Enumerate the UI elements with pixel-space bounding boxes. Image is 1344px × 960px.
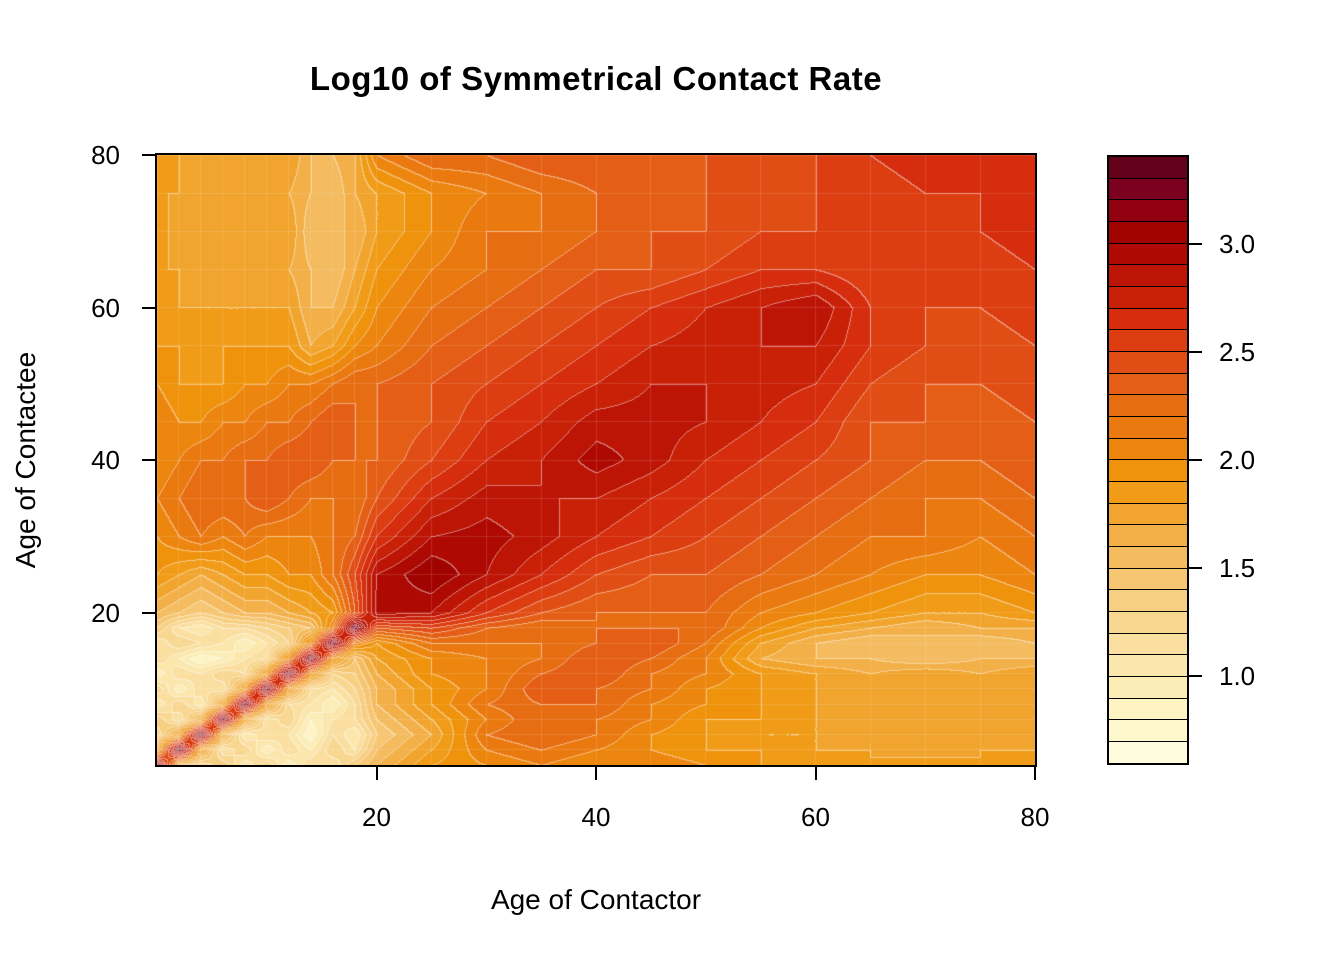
- x-axis-tick-label: 40: [581, 802, 611, 832]
- y-axis-tick-label: 20: [91, 597, 120, 628]
- contour-plot-canvas: [157, 155, 1035, 765]
- legend-color-cell: [1109, 741, 1187, 763]
- color-legend: [1107, 155, 1189, 765]
- legend-color-cell: [1109, 459, 1187, 482]
- plot-box-border: [155, 153, 1037, 767]
- legend-color-cell: [1109, 372, 1187, 395]
- legend-tick-mark: [1187, 567, 1202, 570]
- y-axis-tick-mark: [142, 611, 155, 614]
- x-axis-tick-mark: [814, 767, 817, 780]
- legend-color-cell: [1109, 654, 1187, 677]
- legend-color-cell: [1109, 177, 1187, 200]
- legend-color-cell: [1109, 157, 1187, 178]
- legend-color-cell: [1109, 286, 1187, 308]
- x-axis-label: Age of Contactor: [490, 884, 702, 915]
- legend-color-cell: [1109, 221, 1187, 243]
- legend-tick-mark: [1187, 242, 1202, 245]
- legend-color-cell: [1109, 307, 1187, 330]
- x-axis-tick-mark: [1034, 767, 1036, 780]
- legend-tick-label: 3.0: [1219, 228, 1256, 259]
- legend-tick-label: 1.5: [1219, 553, 1256, 584]
- legend-tick-label: 1.0: [1219, 661, 1256, 692]
- x-axis-tick-mark: [375, 767, 378, 780]
- legend-color-cell: [1109, 524, 1187, 547]
- legend-color-cell: [1109, 242, 1187, 265]
- y-axis-tick-mark: [142, 154, 155, 156]
- legend-color-cell: [1109, 264, 1187, 287]
- y-axis-tick-mark: [142, 306, 155, 309]
- legend-tick-mark: [1187, 459, 1202, 461]
- legend-tick-label: 2.0: [1219, 445, 1256, 475]
- legend-color-cell: [1109, 351, 1187, 373]
- legend-color-cell: [1109, 611, 1187, 633]
- legend-color-cell: [1109, 199, 1187, 222]
- y-axis-tick-label: 60: [91, 292, 120, 323]
- legend-tick-mark: [1187, 350, 1202, 353]
- legend-color-cell: [1109, 632, 1187, 655]
- legend-color-cell: [1109, 502, 1187, 525]
- legend-tick-mark: [1187, 675, 1202, 678]
- legend-color-cell: [1109, 481, 1187, 503]
- y-axis-label: Age of Contactee: [10, 351, 41, 569]
- legend-color-cell: [1109, 416, 1187, 438]
- legend-color-cell: [1109, 697, 1187, 720]
- legend-tick-label: 2.5: [1219, 336, 1256, 367]
- legend-color-cell: [1109, 437, 1187, 460]
- x-axis-tick-label: 60: [801, 802, 830, 832]
- x-axis-tick-label: 20: [362, 802, 391, 832]
- legend-color-cell: [1109, 394, 1187, 417]
- chart-title: Log10 of Symmetrical Contact Rate: [309, 60, 883, 97]
- y-axis-tick-mark: [142, 459, 155, 461]
- legend-color-cell: [1109, 719, 1187, 742]
- y-axis-tick-label: 40: [91, 445, 120, 475]
- legend-color-cell: [1109, 546, 1187, 568]
- legend-color-cell: [1109, 329, 1187, 352]
- legend-color-cell: [1109, 589, 1187, 612]
- legend-color-cell: [1109, 567, 1187, 590]
- x-axis-tick-label: 80: [1020, 802, 1050, 832]
- y-axis-tick-label: 80: [91, 140, 120, 170]
- x-axis-tick-mark: [595, 767, 597, 780]
- legend-color-cell: [1109, 676, 1187, 698]
